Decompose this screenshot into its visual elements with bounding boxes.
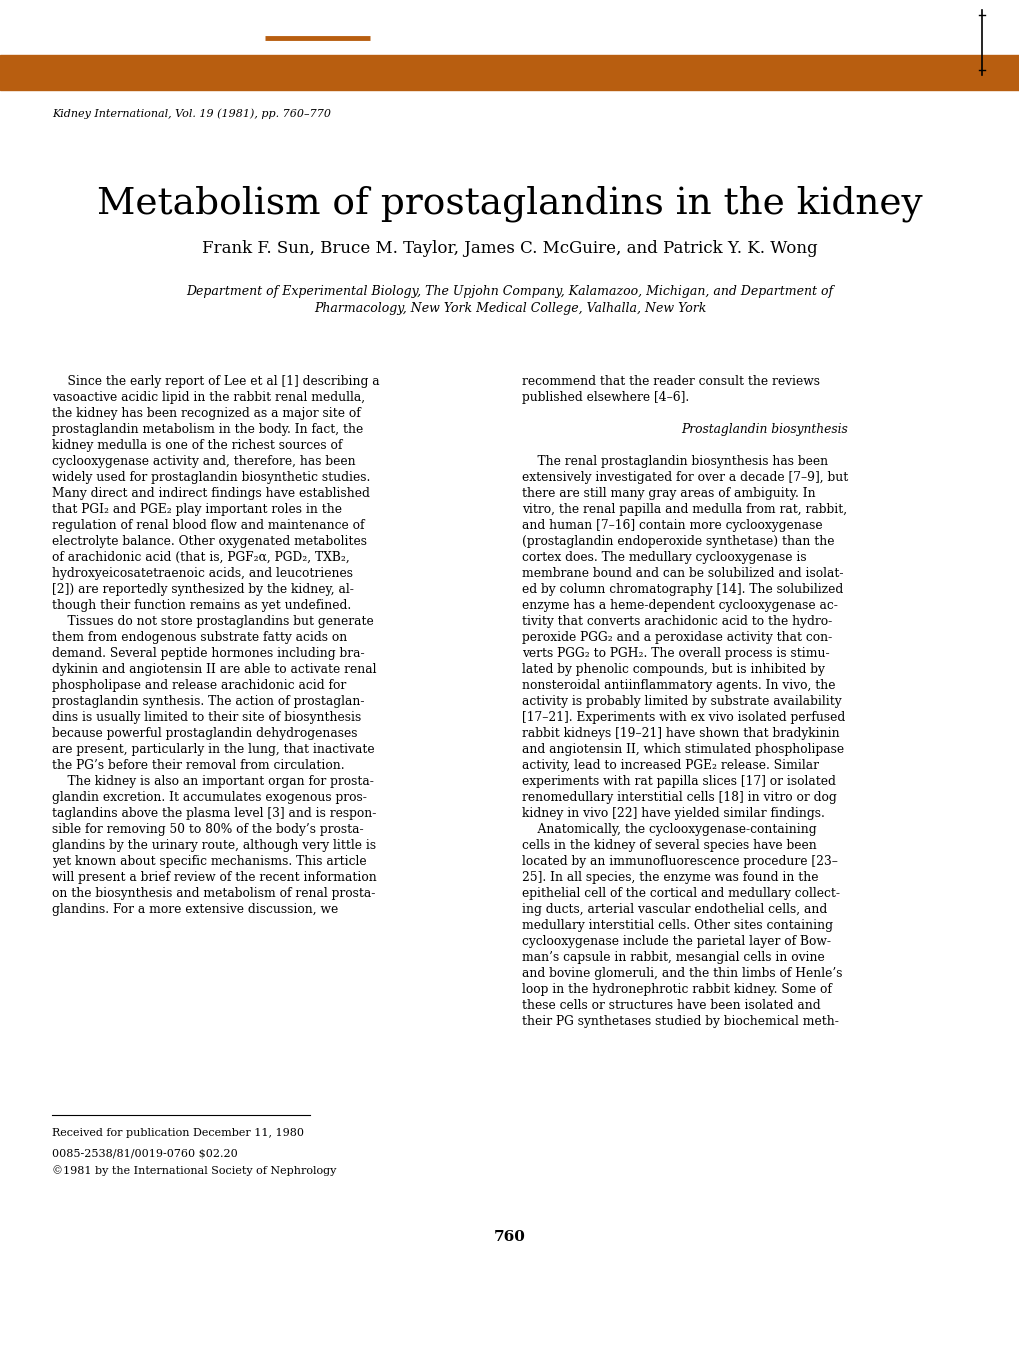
Text: Department of Experimental Biology, The Upjohn Company, Kalamazoo, Michigan, and: Department of Experimental Biology, The … [186,285,833,299]
Text: renomedullary interstitial cells [18] in vitro or dog: renomedullary interstitial cells [18] in… [522,791,836,804]
Text: activity is probably limited by substrate availability: activity is probably limited by substrat… [522,695,841,707]
Text: 760: 760 [493,1229,526,1244]
Text: verts PGG₂ to PGH₂. The overall process is stimu-: verts PGG₂ to PGH₂. The overall process … [522,647,828,660]
Text: recommend that the reader consult the reviews: recommend that the reader consult the re… [522,375,819,387]
Text: cyclooxygenase activity and, therefore, has been: cyclooxygenase activity and, therefore, … [52,455,356,468]
Text: tivity that converts arachidonic acid to the hydro-: tivity that converts arachidonic acid to… [522,615,832,628]
Text: ©1981 by the International Society of Nephrology: ©1981 by the International Society of Ne… [52,1165,336,1176]
Text: The kidney is also an important organ for prosta-: The kidney is also an important organ fo… [52,775,374,788]
Text: (prostaglandin endoperoxide synthetase) than the: (prostaglandin endoperoxide synthetase) … [522,535,834,547]
Text: regulation of renal blood flow and maintenance of: regulation of renal blood flow and maint… [52,519,364,533]
Bar [0,55,1019,90]
Text: 0085-2538/81/0019-0760 $02.20: 0085-2538/81/0019-0760 $02.20 [52,1149,237,1158]
Text: and angiotensin II, which stimulated phospholipase: and angiotensin II, which stimulated pho… [522,742,844,756]
Text: [2]) are reportedly synthesized by the kidney, al-: [2]) are reportedly synthesized by the k… [52,582,354,596]
Text: prostaglandin synthesis. The action of prostaglan-: prostaglandin synthesis. The action of p… [52,695,364,707]
Text: on the biosynthesis and metabolism of renal prosta-: on the biosynthesis and metabolism of re… [52,886,375,900]
Text: Frank F. Sun, Bruce M. Taylor, James C. McGuire, and Patrick Y. K. Wong: Frank F. Sun, Bruce M. Taylor, James C. … [202,239,817,257]
Text: published elsewhere [4–6].: published elsewhere [4–6]. [522,391,689,404]
Text: are present, particularly in the lung, that inactivate: are present, particularly in the lung, t… [52,742,374,756]
Text: yet known about specific mechanisms. This article: yet known about specific mechanisms. Thi… [52,855,366,868]
Text: kidney medulla is one of the richest sources of: kidney medulla is one of the richest sou… [52,438,342,452]
Text: cells in the kidney of several species have been: cells in the kidney of several species h… [522,839,816,851]
Text: ed by column chromatography [14]. The solubilized: ed by column chromatography [14]. The so… [522,582,843,596]
Text: ing ducts, arterial vascular endothelial cells, and: ing ducts, arterial vascular endothelial… [522,902,826,916]
Text: electrolyte balance. Other oxygenated metabolites: electrolyte balance. Other oxygenated me… [52,535,367,547]
Text: peroxide PGG₂ and a peroxidase activity that con-: peroxide PGG₂ and a peroxidase activity … [522,631,832,644]
Text: Since the early report of Lee et al [1] describing a: Since the early report of Lee et al [1] … [52,375,379,387]
Text: dykinin and angiotensin II are able to activate renal: dykinin and angiotensin II are able to a… [52,663,376,677]
Text: though their function remains as yet undefined.: though their function remains as yet und… [52,599,351,612]
Text: phospholipase and release arachidonic acid for: phospholipase and release arachidonic ac… [52,679,345,691]
Text: taglandins above the plasma level [3] and is respon-: taglandins above the plasma level [3] an… [52,807,376,820]
Text: Pharmacology, New York Medical College, Valhalla, New York: Pharmacology, New York Medical College, … [314,303,705,315]
Text: their PG synthetases studied by biochemical meth-: their PG synthetases studied by biochemi… [522,1015,838,1028]
Text: them from endogenous substrate fatty acids on: them from endogenous substrate fatty aci… [52,631,346,644]
Text: [17–21]. Experiments with ex vivo isolated perfused: [17–21]. Experiments with ex vivo isolat… [522,712,845,724]
Text: these cells or structures have been isolated and: these cells or structures have been isol… [522,999,820,1011]
Text: and bovine glomeruli, and the thin limbs of Henle’s: and bovine glomeruli, and the thin limbs… [522,967,842,981]
Text: enzyme has a heme-dependent cyclooxygenase ac-: enzyme has a heme-dependent cyclooxygena… [522,599,837,612]
Text: because powerful prostaglandin dehydrogenases: because powerful prostaglandin dehydroge… [52,728,357,740]
Text: medullary interstitial cells. Other sites containing: medullary interstitial cells. Other site… [522,919,833,932]
Text: loop in the hydronephrotic rabbit kidney. Some of: loop in the hydronephrotic rabbit kidney… [522,983,832,997]
Text: cortex does. The medullary cyclooxygenase is: cortex does. The medullary cyclooxygenas… [522,551,806,564]
Text: vasoactive acidic lipid in the rabbit renal medulla,: vasoactive acidic lipid in the rabbit re… [52,391,365,404]
Text: Anatomically, the cyclooxygenase-containing: Anatomically, the cyclooxygenase-contain… [522,823,816,837]
Text: glandin excretion. It accumulates exogenous pros-: glandin excretion. It accumulates exogen… [52,791,367,804]
Text: and human [7–16] contain more cyclooxygenase: and human [7–16] contain more cyclooxyge… [522,519,821,533]
Text: hydroxyeicosatetraenoic acids, and leucotrienes: hydroxyeicosatetraenoic acids, and leuco… [52,568,353,580]
Text: dins is usually limited to their site of biosynthesis: dins is usually limited to their site of… [52,712,361,724]
Text: nonsteroidal antiinflammatory agents. In vivo, the: nonsteroidal antiinflammatory agents. In… [522,679,835,691]
Text: experiments with rat papilla slices [17] or isolated: experiments with rat papilla slices [17]… [522,775,835,788]
Text: glandins. For a more extensive discussion, we: glandins. For a more extensive discussio… [52,902,338,916]
Text: will present a brief review of the recent information: will present a brief review of the recen… [52,872,376,884]
Text: rabbit kidneys [19–21] have shown that bradykinin: rabbit kidneys [19–21] have shown that b… [522,728,839,740]
Text: located by an immunofluorescence procedure [23–: located by an immunofluorescence procedu… [522,855,837,868]
Text: Received for publication December 11, 1980: Received for publication December 11, 19… [52,1128,304,1138]
Text: extensively investigated for over a decade [7–9], but: extensively investigated for over a deca… [522,471,848,484]
Text: the PG’s before their removal from circulation.: the PG’s before their removal from circu… [52,759,344,772]
Text: kidney in vivo [22] have yielded similar findings.: kidney in vivo [22] have yielded similar… [522,807,824,820]
Text: The renal prostaglandin biosynthesis has been: The renal prostaglandin biosynthesis has… [522,455,827,468]
Text: demand. Several peptide hormones including bra-: demand. Several peptide hormones includi… [52,647,364,660]
Text: lated by phenolic compounds, but is inhibited by: lated by phenolic compounds, but is inhi… [522,663,824,677]
Text: that PGI₂ and PGE₂ play important roles in the: that PGI₂ and PGE₂ play important roles … [52,503,341,516]
Text: activity, lead to increased PGE₂ release. Similar: activity, lead to increased PGE₂ release… [522,759,818,772]
Text: Many direct and indirect findings have established: Many direct and indirect findings have e… [52,487,370,500]
Text: sible for removing 50 to 80% of the body’s prosta-: sible for removing 50 to 80% of the body… [52,823,363,837]
Text: cyclooxygenase include the parietal layer of Bow-: cyclooxygenase include the parietal laye… [522,935,830,948]
Text: vitro, the renal papilla and medulla from rat, rabbit,: vitro, the renal papilla and medulla fro… [522,503,847,516]
Text: man’s capsule in rabbit, mesangial cells in ovine: man’s capsule in rabbit, mesangial cells… [522,951,824,964]
Text: glandins by the urinary route, although very little is: glandins by the urinary route, although … [52,839,376,851]
Text: Metabolism of prostaglandins in the kidney: Metabolism of prostaglandins in the kidn… [97,186,922,222]
Text: membrane bound and can be solubilized and isolat-: membrane bound and can be solubilized an… [522,568,843,580]
Text: of arachidonic acid (that is, PGF₂α, PGD₂, TXB₂,: of arachidonic acid (that is, PGF₂α, PGD… [52,551,350,564]
Text: epithelial cell of the cortical and medullary collect-: epithelial cell of the cortical and medu… [522,886,840,900]
Text: prostaglandin metabolism in the body. In fact, the: prostaglandin metabolism in the body. In… [52,422,363,436]
Text: the kidney has been recognized as a major site of: the kidney has been recognized as a majo… [52,408,361,420]
Text: Prostaglandin biosynthesis: Prostaglandin biosynthesis [681,422,848,436]
Text: Kidney International, Vol. 19 (1981), pp. 760–770: Kidney International, Vol. 19 (1981), pp… [52,108,331,118]
Text: 25]. In all species, the enzyme was found in the: 25]. In all species, the enzyme was foun… [522,872,817,884]
Text: widely used for prostaglandin biosynthetic studies.: widely used for prostaglandin biosynthet… [52,471,370,484]
Text: Tissues do not store prostaglandins but generate: Tissues do not store prostaglandins but … [52,615,373,628]
Text: there are still many gray areas of ambiguity. In: there are still many gray areas of ambig… [522,487,815,500]
